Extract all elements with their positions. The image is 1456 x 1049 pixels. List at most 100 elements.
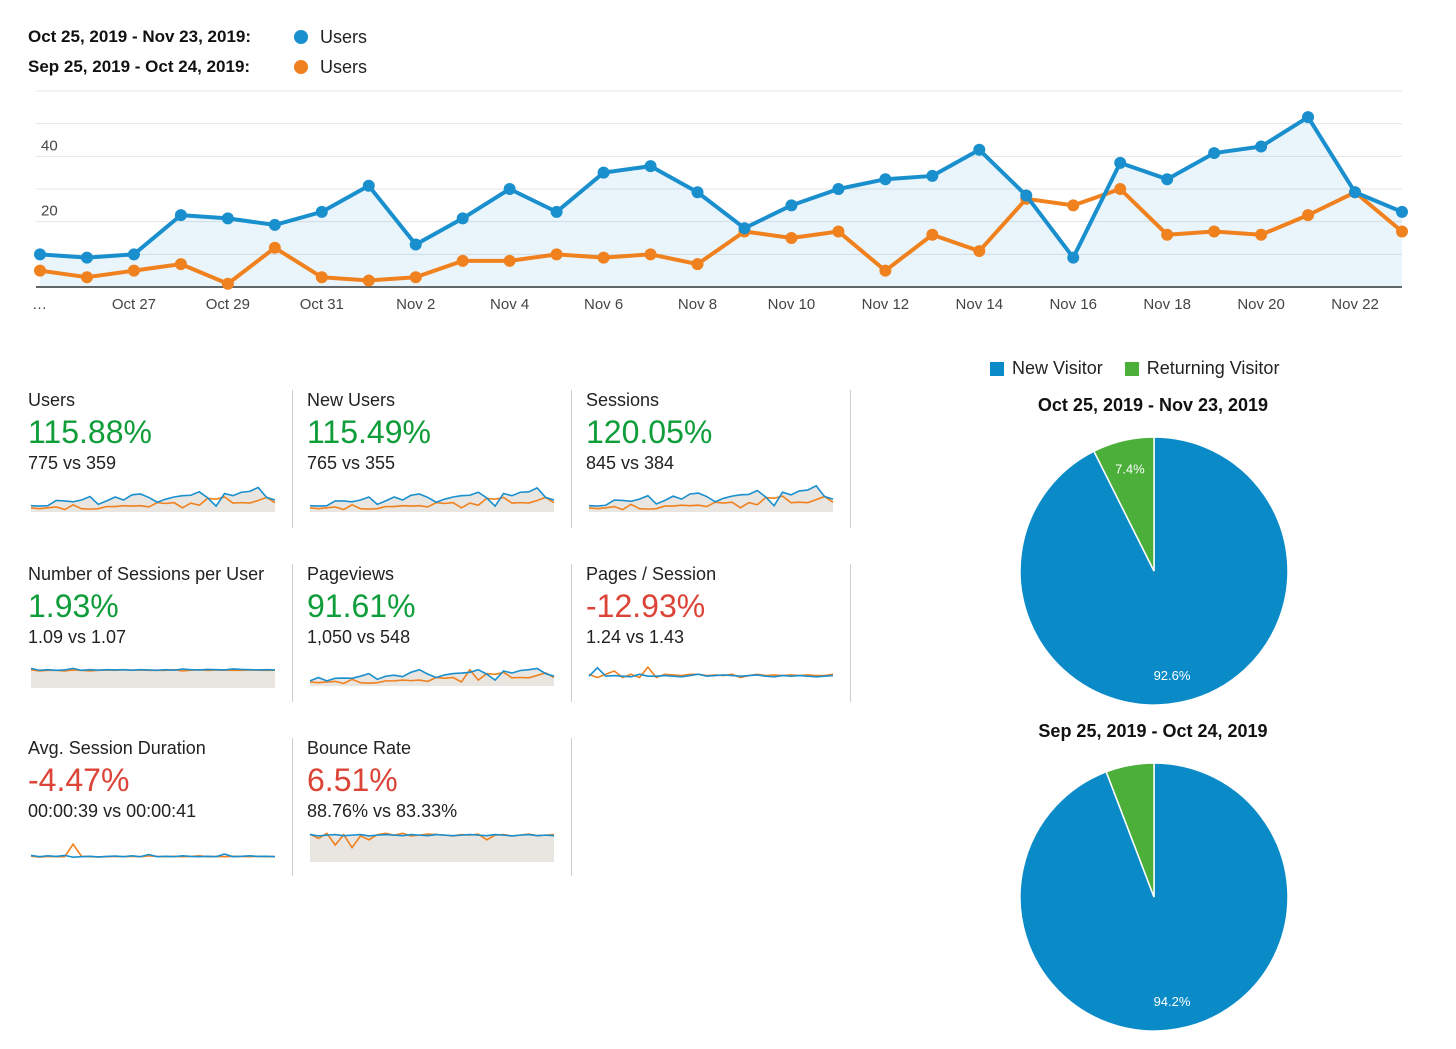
sparkline-area [31,487,275,512]
legend-series-current: Users [320,26,368,47]
data-point-previous[interactable] [409,271,422,284]
data-point-current[interactable] [80,251,93,264]
data-point-previous[interactable] [926,228,939,241]
metric-tile[interactable]: Pageviews 91.61% 1,050 vs 548 [307,562,569,702]
users-line-chart[interactable]: 20 40 60 … Oct 27 Oct 29 Oct 31 Nov 2 Nov 4 Nov 6… [0,85,1456,320]
data-point-current[interactable] [973,143,986,156]
data-point-previous[interactable] [973,245,986,258]
x-tick-label: Nov 10 [768,296,816,313]
pie-legend-new-visitor[interactable]: New Visitor [1012,358,1103,378]
sparkline-previous [588,495,834,511]
pie-title-current: Oct 25, 2019 - Nov 23, 2019 [1037,395,1269,415]
data-point-previous[interactable] [80,271,93,284]
metric-sparkline [30,842,276,858]
sparkline-previous [309,496,555,511]
data-point-current[interactable] [315,205,328,218]
metric-comparison: 775 vs 359 [28,453,117,473]
data-point-current[interactable] [738,222,751,235]
pie-chart-current[interactable]: 92.6% 7.4% [1018,435,1290,707]
metric-change-percent: 1.93% [28,588,119,624]
pie-legend-returning-visitor[interactable]: Returning Visitor [1146,358,1280,378]
data-point-previous[interactable] [362,274,375,287]
data-point-current[interactable] [409,238,422,251]
metric-tile[interactable]: Users 115.88% 775 vs 359 [28,388,290,528]
data-point-current[interactable] [691,186,704,199]
metric-change-percent: 91.61% [307,588,416,624]
metric-divider [850,390,851,528]
data-point-previous[interactable] [127,264,140,277]
data-point-previous[interactable] [597,251,610,264]
data-point-previous[interactable] [1396,225,1408,238]
metric-divider [571,564,572,702]
x-tick-label: Nov 8 [678,296,717,313]
data-point-current[interactable] [644,160,657,173]
data-point-previous[interactable] [1067,199,1080,212]
metric-title: Avg. Session Duration [28,738,206,758]
data-point-previous[interactable] [691,258,704,271]
data-point-previous[interactable] [879,264,892,277]
data-point-previous[interactable] [644,248,657,261]
legend-date-range-current: Oct 25, 2019 - Nov 23, 2019: [28,27,252,46]
x-tick-label: Nov 16 [1049,296,1097,313]
data-point-current[interactable] [362,179,375,192]
data-point-current[interactable] [1161,173,1174,186]
data-point-current[interactable] [34,248,46,261]
metric-tile[interactable]: New Users 115.49% 765 vs 355 [307,388,569,528]
data-point-previous[interactable] [1161,228,1174,241]
data-point-current[interactable] [268,218,281,231]
x-tick-label: Nov 2 [396,296,435,313]
data-point-previous[interactable] [1114,183,1127,195]
data-point-current[interactable] [1114,156,1127,169]
legend-row-current[interactable]: Oct 25, 2019 - Nov 23, 2019: Users [28,22,367,52]
metric-tile[interactable]: Avg. Session Duration -4.47% 00:00:39 vs 0… [28,736,290,876]
x-tick-label: Nov 4 [490,296,529,313]
metric-tile[interactable]: Number of Sessions per User 1.93% 1.09 vs … [28,562,290,702]
data-point-current[interactable] [1396,205,1408,218]
series-line-current [39,115,1403,260]
data-point-current[interactable] [127,248,140,261]
data-point-current[interactable] [1208,147,1221,160]
metric-tile[interactable]: Bounce Rate 6.51% 88.76% vs 83.33% [307,736,569,876]
pie-label-returning-visitor: 7.4% [1115,461,1145,476]
data-point-current[interactable] [926,169,939,182]
data-point-current[interactable] [503,183,516,195]
data-point-current[interactable] [1255,140,1268,153]
data-point-previous[interactable] [456,254,469,267]
metric-divider [571,738,572,876]
data-point-current[interactable] [456,212,469,225]
sparkline-current [588,666,834,678]
data-point-current[interactable] [221,212,234,225]
metric-comparison: 1.24 vs 1.43 [586,627,685,647]
data-point-current[interactable] [879,173,892,186]
metric-tile[interactable]: Sessions 120.05% 845 vs 384 [586,388,848,528]
data-point-previous[interactable] [1302,209,1315,222]
data-point-previous[interactable] [1255,228,1268,241]
data-point-previous[interactable] [34,264,46,277]
data-point-previous[interactable] [268,241,281,254]
data-point-previous[interactable] [785,232,798,244]
sparkline-previous [309,668,555,685]
data-point-previous[interactable] [503,254,516,267]
data-point-current[interactable] [785,199,798,212]
data-point-current[interactable] [1302,111,1315,124]
data-point-previous[interactable] [221,277,234,290]
data-point-previous[interactable] [315,271,328,284]
data-point-previous[interactable] [550,248,563,261]
data-point-previous[interactable] [832,225,845,238]
data-point-current[interactable] [174,209,187,222]
x-tick-label: … [32,296,47,313]
legend-row-previous[interactable]: Sep 25, 2019 - Oct 24, 2019: Users [28,52,367,82]
data-point-previous[interactable] [1208,225,1221,238]
data-point-current[interactable] [597,166,610,179]
pie-chart-previous[interactable]: 94.2% [1018,761,1290,1033]
data-point-current[interactable] [550,205,563,218]
data-point-current[interactable] [832,183,845,195]
x-tick-label: Oct 29 [206,296,250,313]
data-point-current[interactable] [1349,186,1362,199]
data-point-current[interactable] [1020,189,1033,202]
metric-divider [850,564,851,702]
metric-tile[interactable]: Pages / Session -12.93% 1.24 vs 1.43 [586,562,848,702]
data-point-current[interactable] [1067,251,1080,264]
metric-divider [292,564,293,702]
data-point-previous[interactable] [174,258,187,271]
